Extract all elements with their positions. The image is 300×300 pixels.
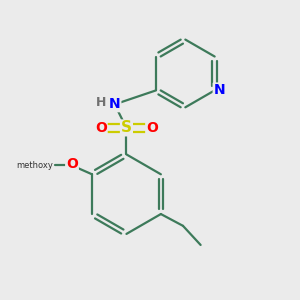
Text: S: S [121, 120, 132, 135]
Text: N: N [214, 83, 225, 98]
Text: methoxy: methoxy [16, 161, 53, 170]
Text: O: O [66, 157, 78, 171]
Text: N: N [109, 98, 121, 111]
Text: O: O [95, 121, 107, 135]
Text: H: H [96, 96, 106, 110]
Text: O: O [146, 121, 158, 135]
